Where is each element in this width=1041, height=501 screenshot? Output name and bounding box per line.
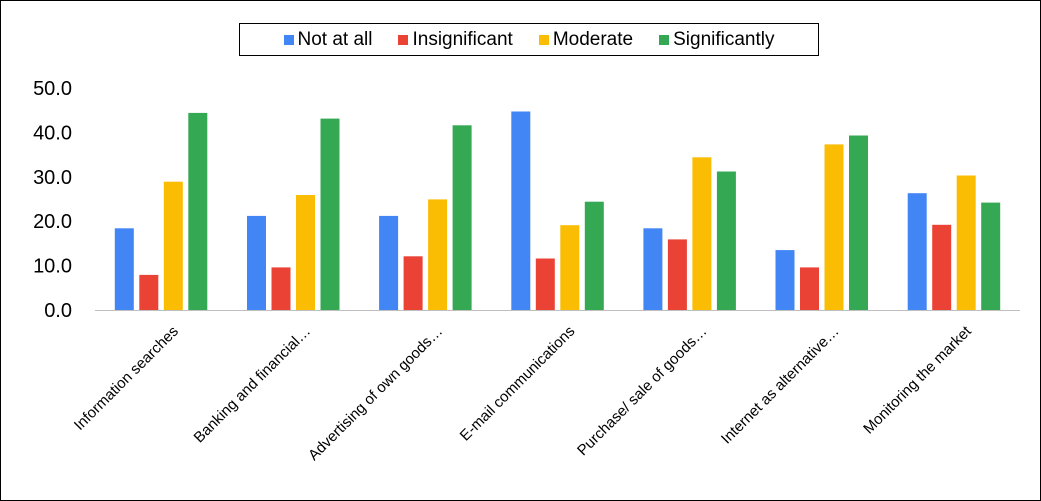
x-category-label: Advertising of own goods…: [305, 323, 446, 464]
legend-label-moderate: Moderate: [552, 28, 634, 50]
legend-label-insignificant: Insignificant: [412, 28, 513, 50]
bar-moderate-0: [163, 181, 183, 310]
legend-entry-not-at-all: Not at all: [283, 28, 373, 51]
bar-moderate-2: [428, 199, 448, 310]
legend-swatch-not-at-all: [283, 34, 294, 45]
y-axis: 0.0 10.0 20.0 30.0 40.0 50.0: [33, 78, 72, 322]
x-category-label: Banking and financial…: [191, 323, 314, 446]
bar-moderate-4: [692, 157, 712, 310]
x-category-label: Monitoring the market: [860, 322, 975, 437]
bar-moderate-3: [560, 225, 580, 310]
legend-swatch-significantly: [659, 34, 670, 45]
y-tick-label: 20.0: [33, 211, 72, 233]
legend-swatch-insignificant: [398, 34, 409, 45]
x-category-label: E-mail communications: [457, 323, 579, 445]
legend-entry-significantly: Significantly: [659, 28, 775, 51]
x-category-label: Internet as alternative…: [718, 323, 843, 448]
bar-not-at-all-2: [379, 215, 399, 310]
bar-insignificant-6: [932, 224, 952, 310]
bar-moderate-6: [956, 175, 976, 310]
y-tick-label: 10.0: [33, 256, 72, 278]
legend-label-significantly: Significantly: [673, 28, 775, 50]
x-axis: Information searches Banking and financia…: [71, 322, 976, 464]
bar-insignificant-1: [271, 267, 291, 310]
bar-significantly-0: [188, 112, 208, 311]
y-tick-label: 0.0: [44, 300, 72, 322]
bar-insignificant-2: [403, 256, 423, 310]
bar-significantly-6: [981, 202, 1001, 310]
bar-insignificant-5: [800, 267, 819, 310]
bar-moderate-1: [296, 195, 315, 310]
chart-legend: Not at all Insignificant Moderate Signif…: [239, 23, 819, 56]
x-category-label: Purchase/ sale of goods…: [574, 323, 710, 459]
bar-significantly-2: [452, 125, 472, 310]
bar-significantly-4: [716, 171, 736, 310]
bar-significantly-1: [320, 118, 340, 310]
bar-moderate-5: [824, 144, 844, 310]
bar-not-at-all-3: [511, 111, 531, 310]
bar-not-at-all-1: [247, 215, 266, 310]
bar-insignificant-0: [139, 274, 159, 310]
bar-not-at-all-5: [775, 250, 795, 310]
legend-entry-moderate: Moderate: [538, 28, 634, 51]
legend-entry-insignificant: Insignificant: [398, 28, 513, 51]
bar-significantly-5: [849, 135, 868, 310]
y-tick-label: 40.0: [33, 122, 72, 144]
bar-insignificant-4: [667, 239, 687, 310]
legend-label-not-at-all: Not at all: [297, 28, 373, 50]
y-tick-label: 50.0: [33, 78, 72, 100]
bar-significantly-3: [584, 201, 604, 310]
bar-insignificant-3: [535, 258, 555, 310]
bar-not-at-all-6: [907, 193, 927, 310]
bar-not-at-all-4: [643, 228, 663, 310]
bar-not-at-all-0: [114, 228, 134, 310]
x-category-label: Information searches: [71, 323, 182, 434]
y-tick-label: 30.0: [33, 167, 72, 189]
bars-group: [114, 111, 1001, 311]
legend-swatch-moderate: [538, 34, 549, 45]
